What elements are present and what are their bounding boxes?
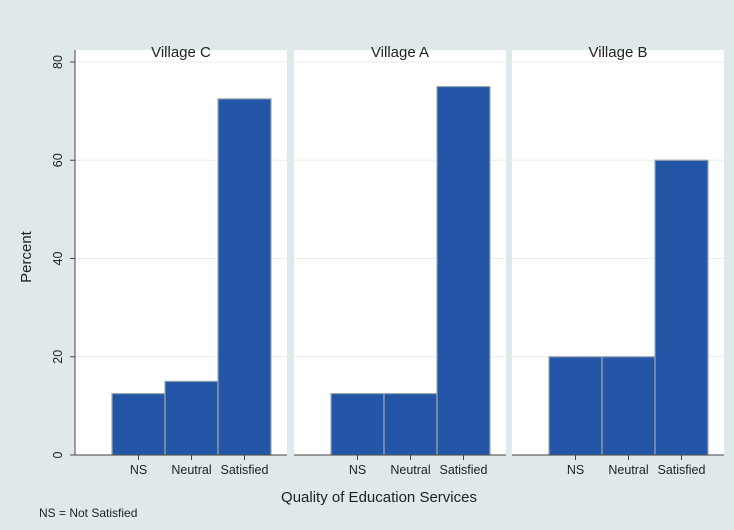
bar	[436, 85, 491, 456]
bar	[654, 159, 709, 456]
panel: Village C NS Neutral Satisfied	[75, 44, 287, 477]
y-axis-label: Percent	[18, 230, 35, 283]
y-tick-label: 60	[51, 153, 65, 167]
x-axis-label: Quality of Education Services	[281, 489, 477, 506]
bar	[383, 392, 438, 456]
x-tick-label: NS	[130, 463, 147, 477]
x-tick-label: NS	[349, 463, 366, 477]
y-tick-label: 80	[51, 55, 65, 69]
x-tick-label: Satisfied	[221, 463, 269, 477]
y-axis: 0 20 40 60 80	[51, 50, 76, 458]
bar	[111, 392, 166, 456]
x-tick-label: Satisfied	[658, 463, 706, 477]
footnote: NS = Not Satisfied	[39, 506, 137, 520]
bar	[548, 356, 603, 456]
bar	[601, 356, 656, 456]
panel: Village A NS Neutral Satisfied	[294, 44, 506, 477]
x-tick-label: Satisfied	[440, 463, 488, 477]
bar	[330, 392, 385, 456]
x-tick-label: Neutral	[171, 463, 211, 477]
y-tick-label: 20	[51, 350, 65, 364]
y-tick-label: 40	[51, 252, 65, 266]
panel-title: Village A	[371, 44, 429, 61]
x-tick-label: NS	[567, 463, 584, 477]
panels-layer: Village C NS Neutral Satisfied Village A NS Ne…	[75, 44, 724, 477]
bar	[164, 380, 219, 456]
x-tick-label: Neutral	[390, 463, 430, 477]
panel-title: Village C	[151, 44, 211, 61]
bar	[217, 98, 272, 456]
panel-title: Village B	[589, 44, 648, 61]
panel: Village B NS Neutral Satisfied	[512, 44, 724, 477]
y-tick-label: 0	[51, 451, 65, 458]
x-tick-label: Neutral	[608, 463, 648, 477]
